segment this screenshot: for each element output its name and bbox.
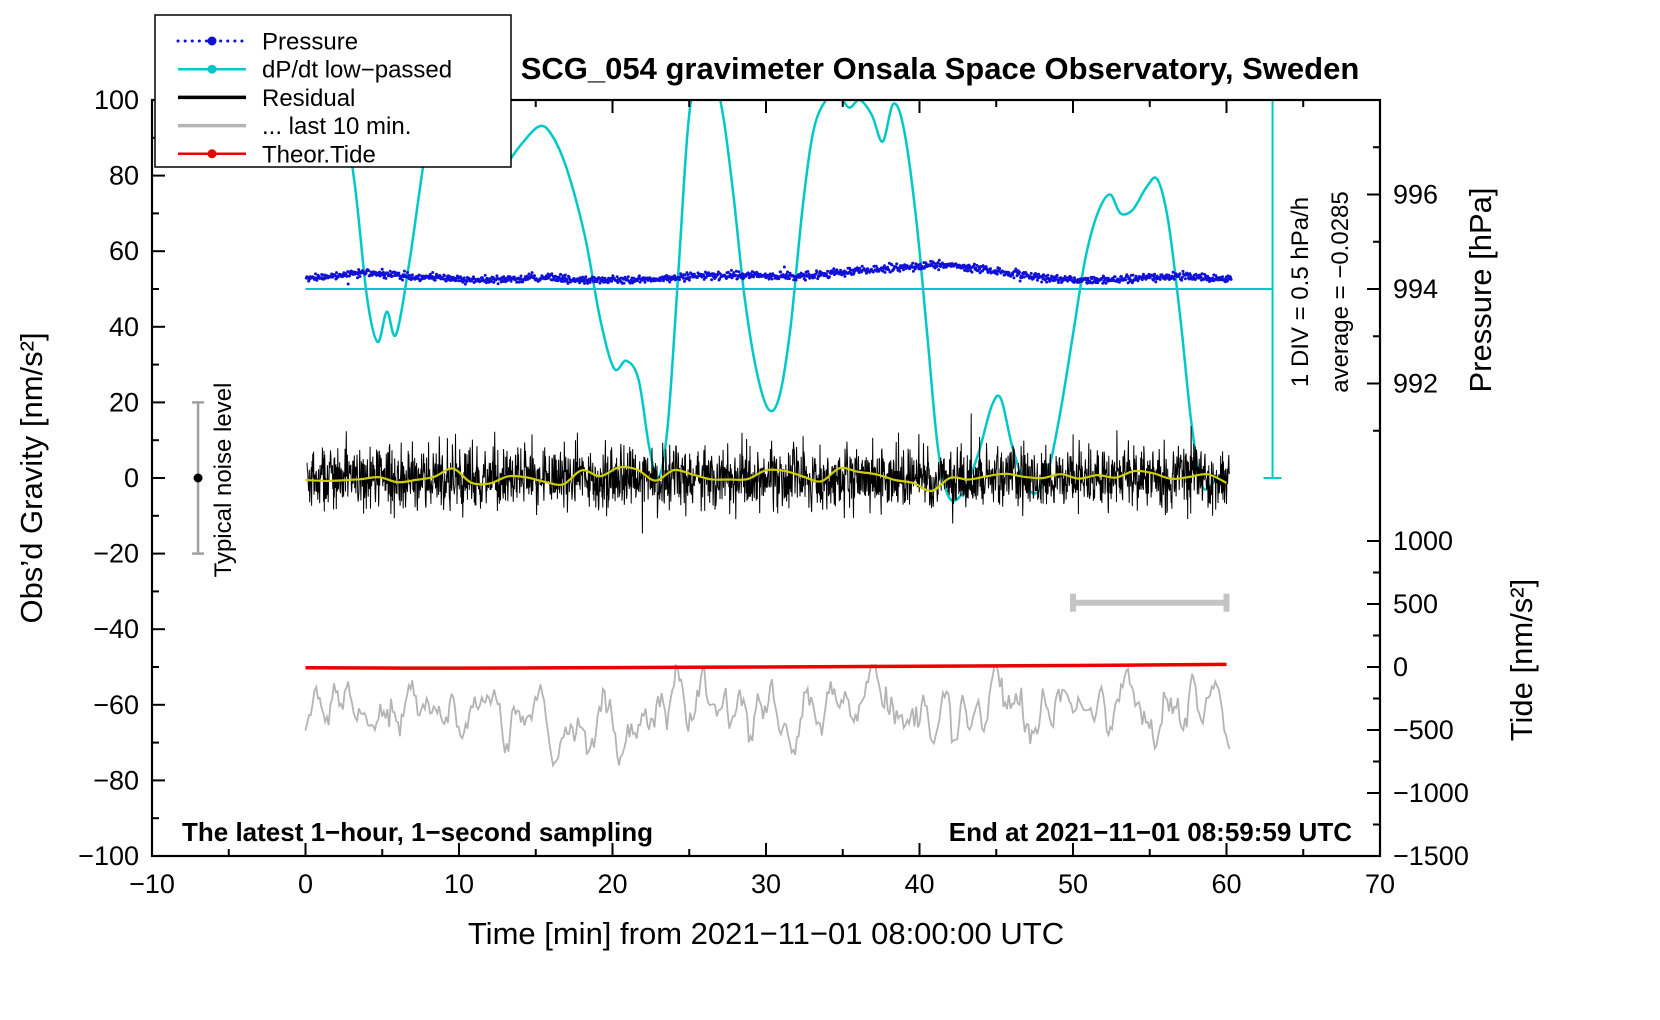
legend-item: Residual	[178, 85, 355, 112]
pressure-tick-label: 996	[1393, 180, 1438, 210]
div-annotation: 1 DIV = 0.5 hPa/h	[1287, 197, 1314, 387]
legend-item-label: dP/dt low−passed	[262, 57, 452, 84]
series-residual-smoothed	[305, 465, 1228, 492]
chart-title: SCG_054 gravimeter Onsala Space Observat…	[521, 51, 1360, 86]
gravity-tick-label: −20	[93, 539, 139, 569]
gravity-tick-label: 100	[94, 85, 139, 115]
noise-level-bar	[192, 401, 205, 555]
noise-level-label: Typical noise level	[210, 383, 237, 578]
x-tick-label: 40	[904, 869, 934, 899]
sampling-note: The latest 1−hour, 1−second sampling	[182, 817, 653, 847]
pressure-tick-label: 992	[1393, 369, 1438, 399]
tide-tick-label: −1500	[1393, 841, 1469, 871]
pressure-tick-label: 994	[1393, 274, 1438, 304]
gravity-tick-label: −40	[93, 614, 139, 644]
x-axis-label: Time [min] from 2021−11−01 08:00:00 UTC	[468, 916, 1064, 951]
series-pressure-dots	[304, 258, 1233, 286]
x-tick-label: 50	[1058, 869, 1088, 899]
series-layer	[304, 100, 1282, 768]
legend-item-label: Residual	[262, 85, 355, 112]
pressure-axis: 996 994 992	[1367, 146, 1438, 432]
tide-tick-label: 0	[1393, 652, 1408, 682]
tide-tick-label: 1000	[1393, 526, 1453, 556]
legend-item: Theor.Tide	[178, 141, 376, 168]
series-residual	[306, 413, 1231, 534]
x-tick-label: 70	[1365, 869, 1395, 899]
x-tick-label: 30	[751, 869, 781, 899]
gravity-tick-label: 80	[109, 161, 139, 191]
gravity-tick-label: −100	[78, 841, 139, 871]
legend-item: ... last 10 min.	[178, 113, 411, 140]
series-theor-tide	[305, 662, 1227, 670]
tide-tick-label: −500	[1393, 715, 1454, 745]
gravity-tick-label: 60	[109, 236, 139, 266]
x-tick-label: −10	[129, 869, 175, 899]
ten-min-scale-bar	[1070, 593, 1230, 612]
legend-item: Pressure	[176, 29, 358, 56]
x-tick-label: 10	[444, 869, 474, 899]
axes-frame: −10 0 10 20 30 40 50 60 70−100−80−60−40−20020406…	[78, 85, 1469, 899]
y-axis-label-tide: Tide [nm/s²]	[1504, 579, 1539, 742]
legend-item-label: Pressure	[262, 29, 358, 56]
series-last10min	[304, 663, 1231, 768]
gravity-tick-label: 20	[109, 387, 139, 417]
gravity-axis: −100 −80 −60 −40 −20 0 20 40 60 80 100	[78, 85, 165, 871]
end-time-note: End at 2021−11−01 08:59:59 UTC	[949, 817, 1352, 847]
gravity-tick-label: 40	[109, 312, 139, 342]
average-annotation: average = −0.0285	[1327, 191, 1354, 393]
x-tick-label: 60	[1211, 869, 1241, 899]
gravity-tick-label: −60	[93, 690, 139, 720]
tide-tick-label: −1000	[1393, 778, 1469, 808]
gravity-tick-label: 0	[124, 463, 139, 493]
y-axis-label-pressure: Pressure [hPa]	[1463, 187, 1498, 392]
y-axis-label-gravity: Obs’d Gravity [nm/s²]	[14, 332, 49, 623]
gravity-tick-label: −80	[93, 765, 139, 795]
tide-tick-label: 500	[1393, 589, 1438, 619]
legend-item-label: Theor.Tide	[262, 141, 376, 168]
legend-item: dP/dt low−passed	[178, 57, 452, 84]
overlay-layer	[192, 401, 1230, 612]
x-tick-label: 20	[597, 869, 627, 899]
x-axis: −10 0 10 20 30 40 50 60 70	[129, 100, 1395, 899]
x-tick-label: 0	[298, 869, 313, 899]
tide-axis: 1000 500 0 −500 −1000 −1500	[1367, 526, 1469, 871]
legend-item-label: ... last 10 min.	[262, 113, 411, 140]
